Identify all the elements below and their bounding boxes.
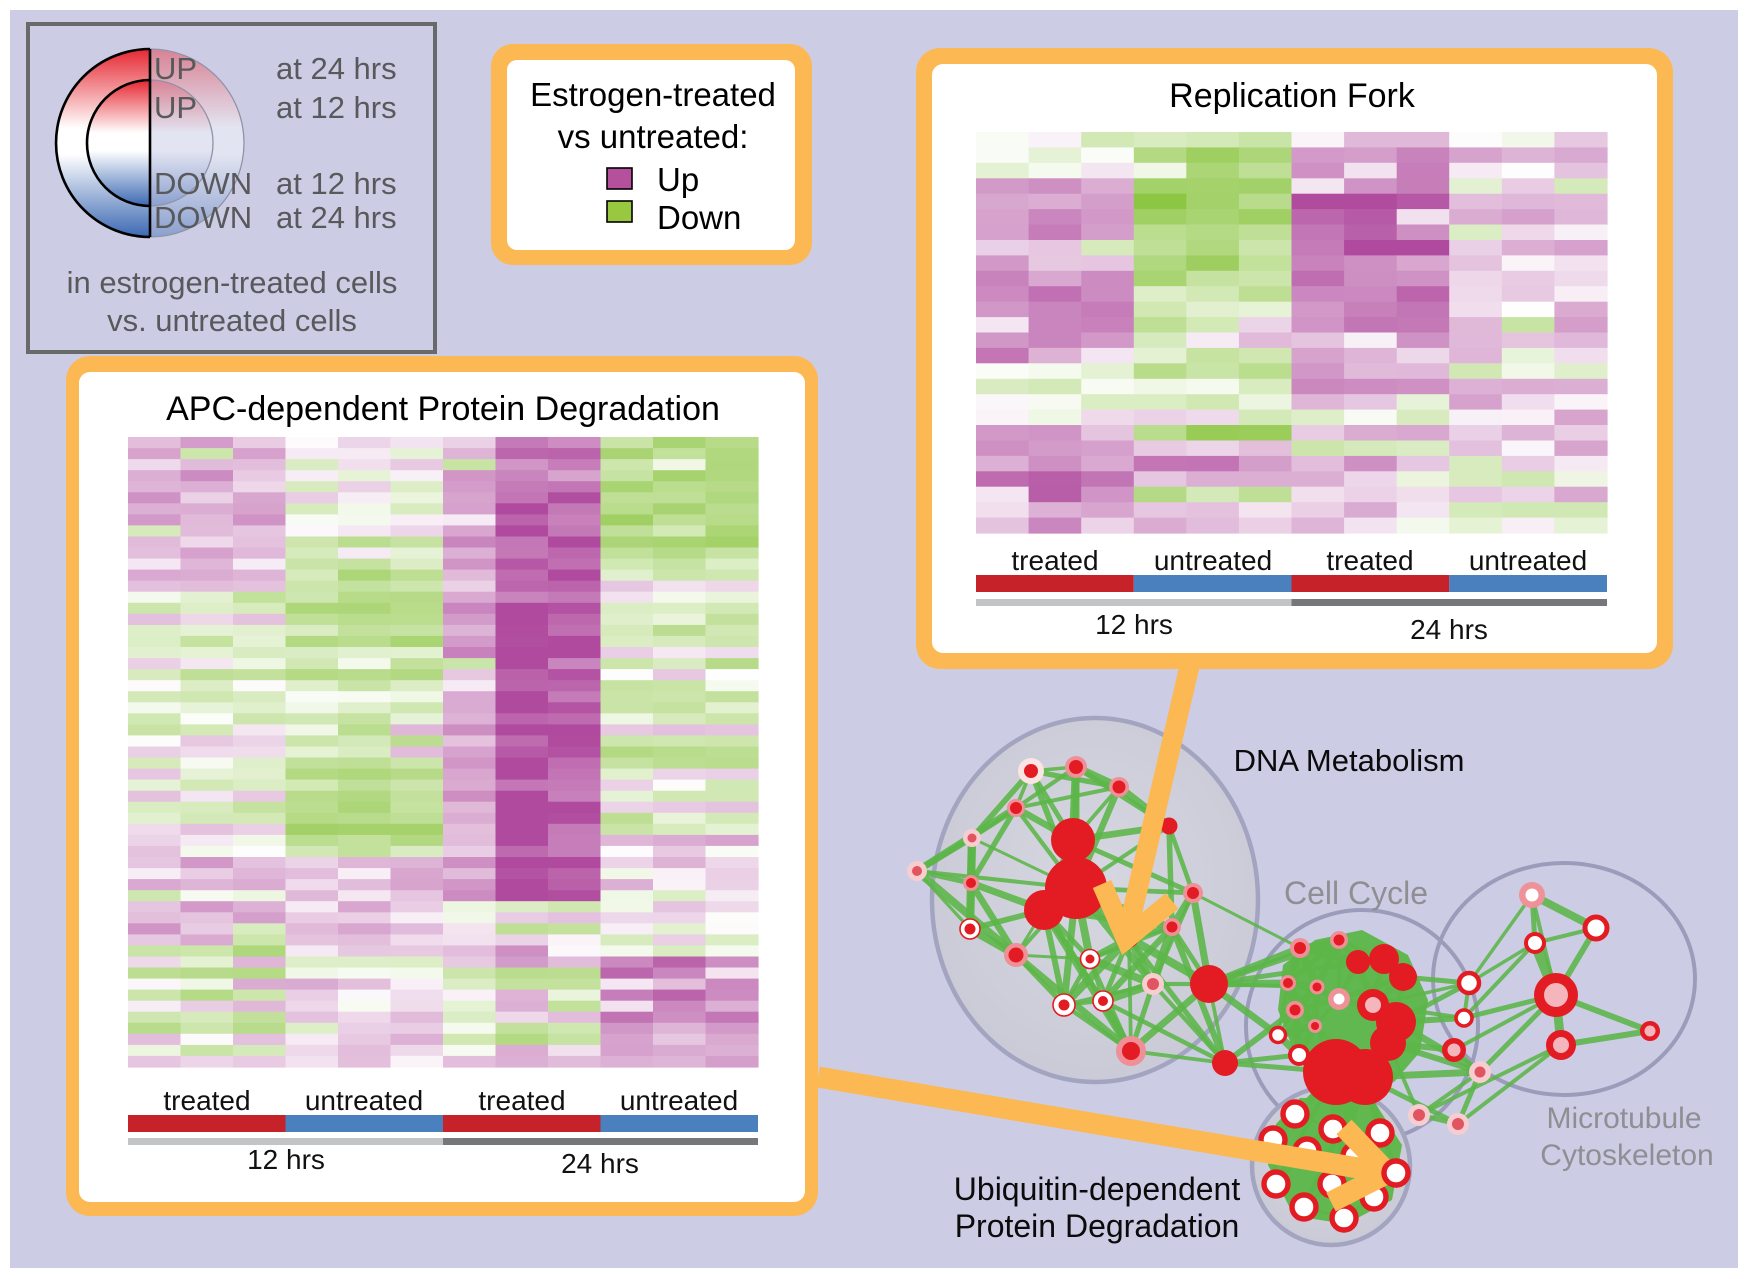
svg-text:Down: Down xyxy=(657,199,741,236)
svg-text:untreated: untreated xyxy=(305,1085,423,1116)
svg-text:24 hrs: 24 hrs xyxy=(1410,614,1488,645)
svg-text:UP: UP xyxy=(154,90,197,125)
svg-text:in estrogen-treated cells: in estrogen-treated cells xyxy=(67,265,398,300)
svg-text:vs untreated:: vs untreated: xyxy=(558,118,749,155)
svg-text:Cytoskeleton: Cytoskeleton xyxy=(1540,1139,1713,1172)
svg-text:DNA Metabolism: DNA Metabolism xyxy=(1234,743,1465,778)
svg-text:DOWN: DOWN xyxy=(154,200,252,235)
svg-text:DOWN: DOWN xyxy=(154,166,252,201)
svg-text:treated: treated xyxy=(478,1085,565,1116)
svg-text:treated: treated xyxy=(1011,545,1098,576)
svg-text:Protein Degradation: Protein Degradation xyxy=(955,1208,1240,1244)
svg-text:Cell Cycle: Cell Cycle xyxy=(1284,875,1428,911)
svg-text:treated: treated xyxy=(163,1085,250,1116)
svg-text:Replication Fork: Replication Fork xyxy=(1169,77,1416,115)
svg-text:Ubiquitin-dependent: Ubiquitin-dependent xyxy=(954,1171,1241,1207)
svg-text:untreated: untreated xyxy=(1469,545,1587,576)
svg-text:UP: UP xyxy=(154,51,197,86)
svg-text:Up: Up xyxy=(657,161,699,198)
svg-text:12 hrs: 12 hrs xyxy=(1095,609,1173,640)
svg-text:vs. untreated cells: vs. untreated cells xyxy=(107,303,357,338)
svg-text:untreated: untreated xyxy=(620,1085,738,1116)
svg-text:Estrogen-treated: Estrogen-treated xyxy=(530,76,776,113)
svg-text:12 hrs: 12 hrs xyxy=(247,1144,325,1175)
svg-text:APC-dependent Protein Degradat: APC-dependent Protein Degradation xyxy=(166,390,720,428)
svg-text:treated: treated xyxy=(1326,545,1413,576)
svg-text:untreated: untreated xyxy=(1154,545,1272,576)
svg-text:Microtubule: Microtubule xyxy=(1546,1102,1701,1135)
svg-text:at 24 hrs: at 24 hrs xyxy=(276,51,397,86)
svg-text:24 hrs: 24 hrs xyxy=(561,1148,639,1179)
svg-text:at 12 hrs: at 12 hrs xyxy=(276,166,397,201)
svg-text:at 24 hrs: at 24 hrs xyxy=(276,200,397,235)
svg-text:at 12 hrs: at 12 hrs xyxy=(276,90,397,125)
